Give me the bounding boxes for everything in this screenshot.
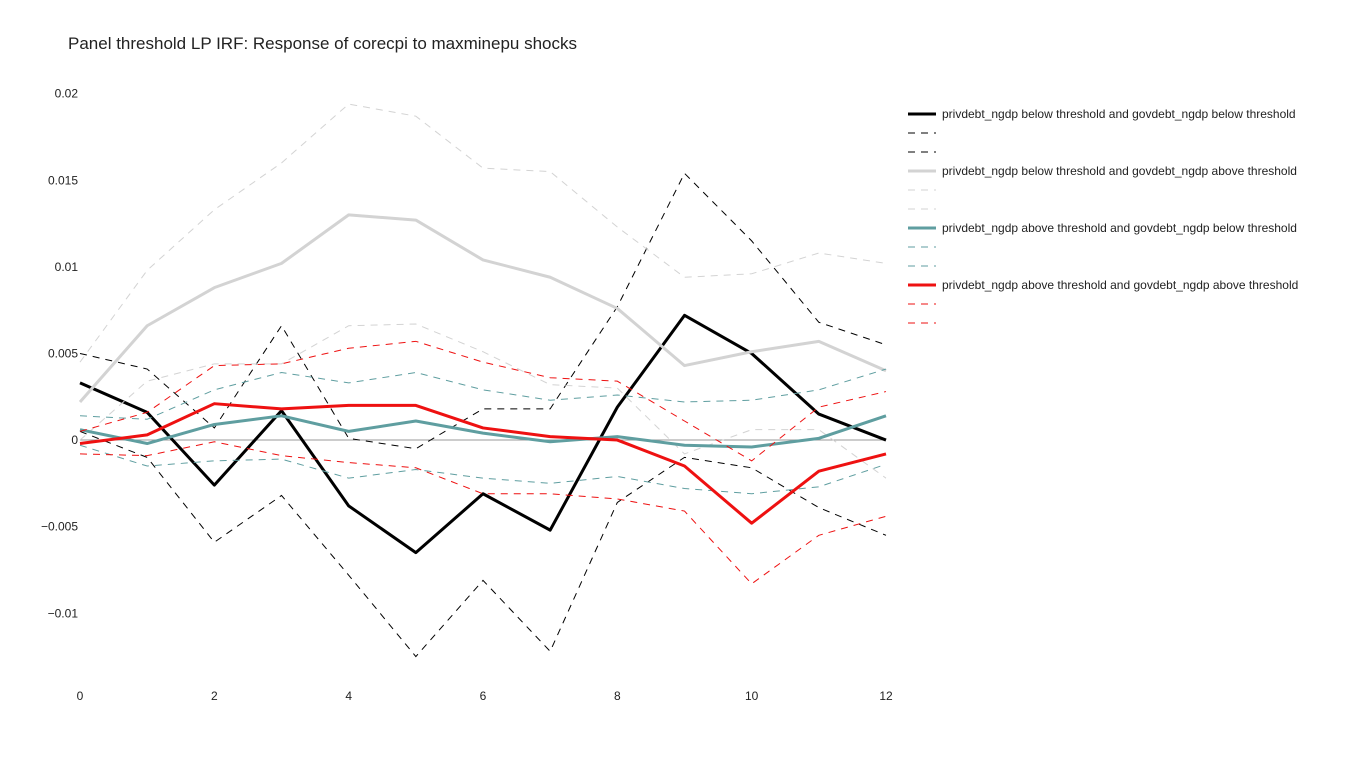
legend[interactable]: privdebt_ngdp below threshold and govdeb… [908,107,1298,324]
series-layer [78,103,887,658]
y-tick-label: 0.005 [48,346,78,360]
y-tick-label: 0.015 [48,173,78,187]
series-lower-band [79,323,887,479]
legend-item[interactable]: privdebt_ngdp below threshold and govdeb… [908,164,1297,178]
x-tick-label: 6 [480,689,487,703]
series-upper-band [79,340,887,462]
series-upper-band [79,172,887,450]
legend-label: privdebt_ngdp above threshold and govdeb… [942,278,1298,292]
series-line [78,213,887,403]
y-tick-label: 0 [71,433,78,447]
y-tick-label: 0.01 [55,260,79,274]
series-upper-band [79,103,887,363]
legend-item[interactable]: privdebt_ngdp below threshold and govdeb… [908,107,1296,121]
series-lower-band [79,430,887,658]
series-upper-band [79,368,887,420]
y-axis: 0.02 0.015 0.01 0.005 0 −0.005 −0.01 [41,87,78,621]
series-group [78,103,887,479]
series-group [79,172,887,658]
legend-label: privdebt_ngdp above threshold and govdeb… [942,221,1297,235]
legend-item[interactable]: privdebt_ngdp above threshold and govdeb… [908,221,1297,235]
x-tick-label: 0 [77,689,84,703]
y-tick-label: −0.005 [41,520,78,534]
series-group [79,340,887,585]
x-tick-label: 12 [879,689,893,703]
y-tick-label: 0.02 [55,87,79,101]
x-tick-label: 8 [614,689,621,703]
series-lower-band [79,441,887,585]
x-tick-label: 2 [211,689,218,703]
series-line [79,402,887,525]
series-line [79,313,887,555]
x-tick-label: 10 [745,689,759,703]
series-group [79,368,887,495]
chart-title: Panel threshold LP IRF: Response of core… [68,34,578,53]
x-tick-label: 4 [345,689,352,703]
series-line [79,414,887,449]
y-tick-label: −0.01 [48,606,79,620]
legend-label: privdebt_ngdp below threshold and govdeb… [942,107,1296,121]
legend-label: privdebt_ngdp below threshold and govdeb… [942,164,1297,178]
series-lower-band [79,444,887,495]
legend-item[interactable]: privdebt_ngdp above threshold and govdeb… [908,278,1298,292]
x-axis: 0 2 4 6 8 10 12 [77,689,893,703]
